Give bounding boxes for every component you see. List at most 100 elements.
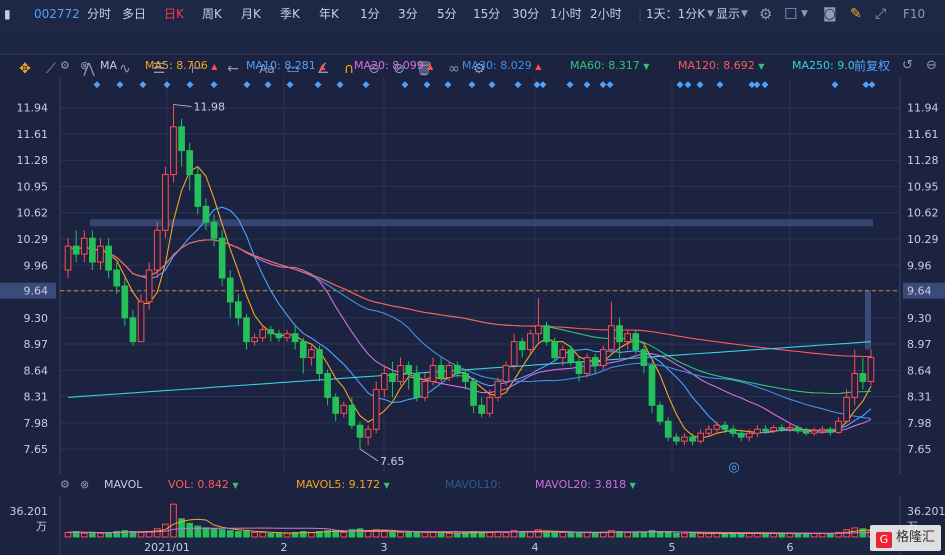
volume-bar [583, 531, 591, 538]
tab-1小时[interactable]: 1小时 [550, 7, 582, 21]
down-arrow-icon: ▼ [758, 62, 765, 71]
ma120-line [67, 239, 871, 358]
camera-icon[interactable]: ◙ [823, 6, 837, 22]
candle [729, 425, 737, 438]
line-tool-icon[interactable]: ⟋ [46, 61, 56, 77]
gear-icon[interactable]: ⚙ [759, 5, 773, 23]
tab-月K[interactable]: 月K [241, 7, 261, 21]
candle [445, 361, 453, 382]
chevron-down-icon[interactable]: ▼ [707, 9, 714, 19]
close-icon[interactable]: ⊗ [80, 478, 90, 491]
hide-icon[interactable]: ⊘ [393, 61, 405, 77]
link-icon[interactable]: ∞ [448, 61, 460, 77]
divider: | [638, 7, 643, 21]
tab-分时[interactable]: 分时 [87, 7, 112, 21]
y-tick-label: 8.31 [907, 391, 932, 404]
event-marker: ◆ [600, 80, 607, 90]
event-marker: ◆ [164, 80, 171, 90]
ma60-label: MA60: 8.317 [570, 59, 640, 72]
ma-legend: ⚙ ⊗ MA MA5: 8.706 ▲ MA10: 8.281 ▲ MA20: … [0, 55, 945, 77]
candle [721, 421, 729, 434]
y-tick-label: 8.64 [907, 364, 932, 377]
event-marker: ◆ [567, 80, 574, 90]
volume-bar [113, 531, 121, 538]
pencil-icon[interactable]: ✎ [850, 6, 862, 22]
event-marker: ◆ [140, 80, 147, 90]
candle [210, 214, 218, 247]
tab-30分[interactable]: 30分 [512, 7, 540, 21]
event-marker: ◆ [287, 80, 294, 90]
volume-bar [202, 527, 210, 538]
lock-icon[interactable]: ⊖ [368, 61, 380, 77]
note-tool-icon[interactable]: ▭ [286, 61, 300, 77]
candle [259, 325, 267, 342]
candle [453, 361, 461, 378]
reset-icon[interactable]: ↺ [902, 58, 913, 73]
tab-1分[interactable]: 1分 [360, 7, 380, 21]
wave-tool-icon[interactable]: ∿ [119, 61, 131, 77]
mavol5-value: MAVOL5: 9.172 ▼ [296, 474, 390, 497]
tab-15分[interactable]: 15分 [473, 7, 501, 21]
f10-button[interactable]: F10 [903, 7, 926, 21]
arrow-tool-icon[interactable]: ← [227, 61, 239, 77]
crosshair-icon[interactable]: ✥ [19, 61, 31, 77]
volume-bar [664, 531, 672, 538]
stock-code[interactable]: 002772 [34, 7, 80, 21]
trash-icon[interactable]: 🗑 [415, 61, 433, 77]
y-tick-label: 7.98 [907, 417, 932, 430]
y-tick-label: 9.96 [907, 259, 932, 272]
candle [713, 421, 721, 434]
candle [648, 361, 656, 414]
tab-3分[interactable]: 3分 [398, 7, 418, 21]
magnet-icon[interactable]: ∩ [343, 61, 355, 77]
up-arrow-icon: ▲ [427, 62, 434, 71]
volume-bar [259, 531, 267, 538]
gear-icon[interactable]: ⚙ [60, 59, 70, 72]
ma5-line [67, 165, 872, 439]
y-tick-label: 10.62 [17, 207, 49, 220]
event-marker: ◆ [515, 80, 522, 90]
volume-bar [567, 531, 575, 538]
candle [356, 421, 364, 450]
display-menu[interactable]: 显示 [716, 7, 741, 21]
volume-bar [575, 531, 583, 538]
price-chart[interactable]: 11.94 11.61 11.28 10.95 10.62 10.29 9.96 9.64 9.… [0, 77, 945, 474]
tab-2小时[interactable]: 2小时 [590, 7, 622, 21]
chevron-down-icon[interactable]: ▼ [801, 9, 808, 19]
chevron-down-icon[interactable]: ▼ [741, 9, 748, 19]
ruler-icon[interactable]: ∠ [316, 61, 330, 77]
watermark: G 格隆汇 [869, 525, 941, 551]
volume-bar [235, 531, 242, 538]
gear-icon[interactable]: ⚙ [60, 478, 70, 491]
tab-5分[interactable]: 5分 [437, 7, 457, 21]
volume-bar [348, 529, 356, 538]
close-icon[interactable]: ⊗ [80, 59, 90, 72]
menu-icon[interactable]: ▮ [4, 7, 11, 21]
candle [291, 325, 299, 350]
tab-年K[interactable]: 年K [319, 7, 339, 21]
y-tick-label: 9.96 [24, 259, 49, 272]
x-tick-label: 6 [787, 541, 794, 554]
interval-select[interactable]: 1天：1分K [646, 7, 706, 21]
fullscreen-icon[interactable]: ⤢ [875, 6, 887, 22]
text-tool-icon[interactable]: Aa [259, 62, 275, 76]
settings-icon[interactable]: ⚙ [472, 61, 486, 77]
tab-日K[interactable]: 日K [164, 7, 184, 21]
tab-多日[interactable]: 多日 [122, 7, 147, 21]
volume-bar [462, 531, 469, 538]
watermark-text: 格隆汇 [895, 530, 935, 545]
range-tool-icon[interactable]: ⊢ [190, 61, 204, 77]
tab-季K[interactable]: 季K [280, 7, 300, 21]
checkbox-icon[interactable]: ☐ [784, 5, 798, 23]
candle [364, 425, 372, 446]
candle [551, 337, 558, 362]
fib-tool-icon[interactable]: ☰ [152, 61, 166, 77]
candle [162, 166, 169, 239]
tab-周K[interactable]: 周K [202, 7, 222, 21]
minus-icon[interactable]: ⊖ [926, 58, 937, 73]
channel-tool-icon[interactable]: ⋀ [83, 61, 95, 77]
adjust-button[interactable]: 前复权 [854, 59, 891, 73]
candle [194, 166, 202, 215]
event-marker: ◆ [540, 80, 547, 90]
